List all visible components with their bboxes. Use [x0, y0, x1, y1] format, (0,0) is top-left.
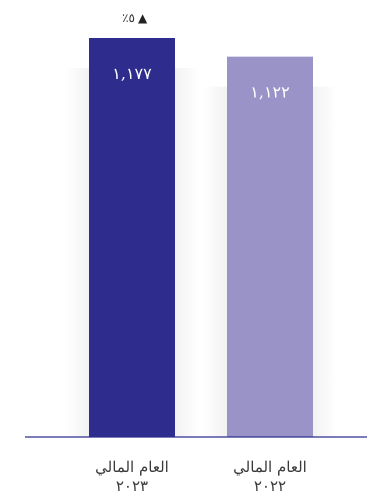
bars-group: [89, 38, 313, 437]
category-label: ٢٠٢٢: [254, 477, 286, 495]
up-arrow-icon: ▲: [138, 11, 148, 25]
bar-value-label: ١,١٢٢: [250, 83, 289, 102]
category-label: ٢٠٢٣: [116, 477, 148, 495]
bar-value-label: ١,١٧٧: [112, 64, 152, 83]
category-label: العام المالي: [95, 458, 169, 476]
change-annotation: ▲٪٥: [122, 11, 148, 25]
category-label: العام المالي: [233, 458, 307, 476]
bar: [227, 56, 313, 437]
bar: [89, 38, 175, 437]
value-labels-group: ١,١٧٧ ١,١٢٢: [112, 64, 289, 102]
percent-change-label: ٪٥: [122, 11, 135, 25]
